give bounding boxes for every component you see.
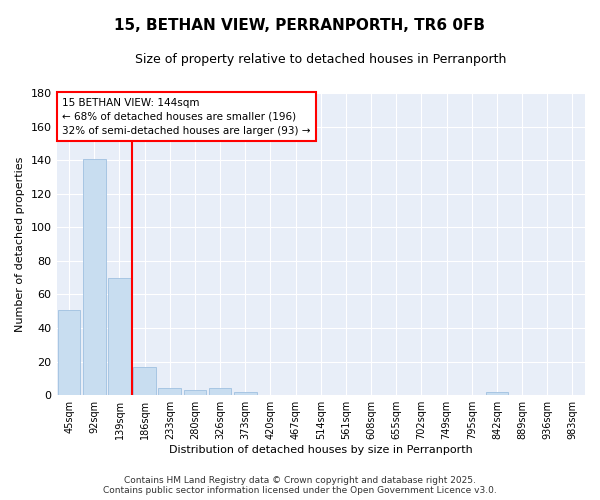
Bar — [158, 388, 181, 395]
Bar — [209, 388, 232, 395]
Bar — [58, 310, 80, 395]
Bar — [234, 392, 257, 395]
Text: 15 BETHAN VIEW: 144sqm
← 68% of detached houses are smaller (196)
32% of semi-de: 15 BETHAN VIEW: 144sqm ← 68% of detached… — [62, 98, 310, 136]
Text: Contains HM Land Registry data © Crown copyright and database right 2025.
Contai: Contains HM Land Registry data © Crown c… — [103, 476, 497, 495]
X-axis label: Distribution of detached houses by size in Perranporth: Distribution of detached houses by size … — [169, 445, 473, 455]
Bar — [83, 158, 106, 395]
Y-axis label: Number of detached properties: Number of detached properties — [15, 156, 25, 332]
Bar — [133, 366, 156, 395]
Bar — [485, 392, 508, 395]
Title: Size of property relative to detached houses in Perranporth: Size of property relative to detached ho… — [135, 52, 506, 66]
Bar — [108, 278, 131, 395]
Bar — [184, 390, 206, 395]
Text: 15, BETHAN VIEW, PERRANPORTH, TR6 0FB: 15, BETHAN VIEW, PERRANPORTH, TR6 0FB — [115, 18, 485, 32]
